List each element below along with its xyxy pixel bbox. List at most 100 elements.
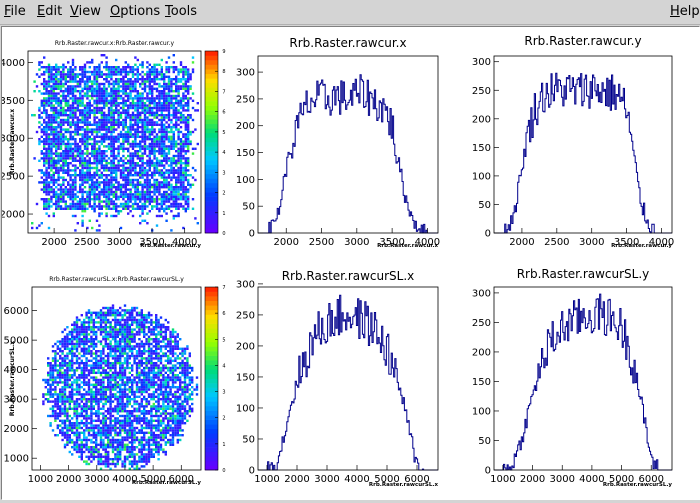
menu-help[interactable]: Help <box>670 4 700 19</box>
heatmap-cell <box>146 196 148 198</box>
heatmap-cell <box>41 61 43 63</box>
heatmap-cell <box>109 340 111 342</box>
heatmap-cell <box>108 169 110 171</box>
heatmap-cell <box>47 400 49 402</box>
heatmap-cell <box>83 340 85 342</box>
heatmap-cell <box>95 384 97 386</box>
heatmap-cell <box>50 174 52 176</box>
heatmap-cell <box>131 364 133 366</box>
heatmap-cell <box>74 198 76 200</box>
heatmap-cell <box>138 388 140 390</box>
heatmap-cell <box>79 186 81 188</box>
menu-edit[interactable]: Edit <box>37 4 62 19</box>
heatmap-cell <box>42 400 44 402</box>
heatmap-cell <box>162 384 164 386</box>
heatmap-cell <box>107 384 109 386</box>
panel-p1[interactable]: Rrb.Raster.rawcur.x:Rrb.Raster.rawcur.y0… <box>2 40 226 249</box>
heatmap-cell <box>155 352 157 354</box>
heatmap-cell <box>167 350 169 352</box>
heatmap-cell <box>121 400 123 402</box>
heatmap-cell <box>62 167 64 169</box>
heatmap-cell <box>157 331 159 333</box>
menu-file[interactable]: File <box>4 4 26 19</box>
heatmap-cell <box>141 340 143 342</box>
heatmap-cell <box>165 405 167 407</box>
heatmap-cell <box>69 333 71 335</box>
heatmap-cell <box>189 114 191 116</box>
heatmap-cell <box>67 157 69 159</box>
heatmap-cell <box>95 331 97 333</box>
heatmap-cell <box>131 384 133 386</box>
heatmap-cell <box>132 85 134 87</box>
heatmap-cell <box>103 102 105 104</box>
heatmap-cell <box>146 164 148 166</box>
heatmap-cell <box>184 381 186 383</box>
heatmap-cell <box>53 85 55 87</box>
heatmap-cell <box>177 179 179 181</box>
heatmap-cell <box>161 181 163 183</box>
heatmap-cell <box>86 107 88 109</box>
heatmap-cell <box>50 85 52 87</box>
heatmap-cell <box>55 66 57 68</box>
heatmap-cell <box>184 393 186 395</box>
heatmap-cell <box>49 388 51 390</box>
menu-view[interactable]: View <box>70 4 101 19</box>
heatmap-cell <box>96 131 98 133</box>
heatmap-cell <box>38 114 40 116</box>
canvas-plots[interactable]: Rrb.Raster.rawcur.x:Rrb.Raster.rawcur.y0… <box>2 27 699 499</box>
heatmap-cell <box>117 80 119 82</box>
heatmap-cell <box>53 80 55 82</box>
heatmap-cell <box>115 174 117 176</box>
color-bar-segment <box>205 78 218 83</box>
heatmap-cell <box>71 333 73 335</box>
color-bar-segment <box>205 133 218 138</box>
heatmap-cell <box>132 126 134 128</box>
heatmap-cell <box>149 64 151 66</box>
heatmap-cell <box>48 121 50 123</box>
heatmap-cell <box>109 391 111 393</box>
heatmap-cell <box>172 379 174 381</box>
heatmap-cell <box>57 80 59 82</box>
heatmap-cell <box>64 372 66 374</box>
heatmap-cell <box>50 100 52 102</box>
heatmap-cell <box>96 155 98 157</box>
heatmap-cell <box>180 188 182 190</box>
panel-p2[interactable]: Rrb.Raster.rawcur.x050100150200250300200… <box>236 36 440 249</box>
heatmap-cell <box>49 379 51 381</box>
heatmap-cell <box>93 155 95 157</box>
heatmap-cell <box>53 188 55 190</box>
heatmap-cell <box>115 124 117 126</box>
heatmap-cell <box>161 136 163 138</box>
heatmap-cell <box>36 85 38 87</box>
heatmap-cell <box>161 164 163 166</box>
panel-p3[interactable]: Rrb.Raster.rawcur.y050100150200250300200… <box>472 34 674 249</box>
heatmap-cell <box>173 196 175 198</box>
heatmap-cell <box>72 80 74 82</box>
menu-tools[interactable]: Tools <box>165 4 197 19</box>
heatmap-cell <box>172 403 174 405</box>
heatmap-cell <box>86 143 88 145</box>
heatmap-cell <box>103 90 105 92</box>
heatmap-cell <box>108 121 110 123</box>
color-bar-segment <box>205 201 218 206</box>
heatmap-cell <box>84 119 86 121</box>
heatmap-cell <box>129 379 131 381</box>
heatmap-cell <box>102 398 104 400</box>
heatmap-cell <box>64 343 66 345</box>
heatmap-cell <box>65 205 67 207</box>
heatmap-cell <box>98 136 100 138</box>
menu-options[interactable]: Options <box>110 4 160 19</box>
heatmap-cell <box>143 398 145 400</box>
heatmap-cell <box>89 107 91 109</box>
heatmap-cell <box>72 198 74 200</box>
heatmap-cell <box>141 145 143 147</box>
heatmap-cell <box>117 340 119 342</box>
heatmap-cell <box>162 391 164 393</box>
heatmap-cell <box>173 95 175 97</box>
heatmap-cell <box>53 191 55 193</box>
panel-p4[interactable]: Rrb.Raster.rawcurSL.x:Rrb.Raster.rawcurS… <box>4 276 226 486</box>
heatmap-cell <box>120 148 122 150</box>
color-bar-segment <box>205 160 218 165</box>
heatmap-cell <box>69 114 71 116</box>
